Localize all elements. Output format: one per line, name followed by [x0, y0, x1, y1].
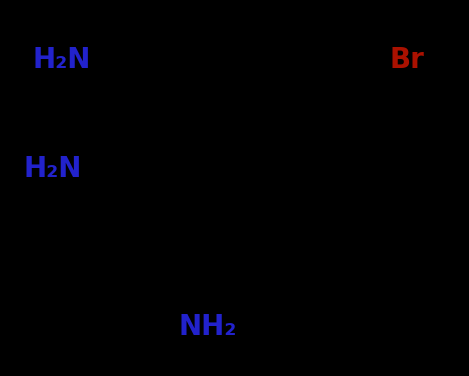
Text: NH₂: NH₂	[178, 313, 236, 341]
Text: H₂N: H₂N	[23, 155, 82, 183]
Text: H₂N: H₂N	[33, 46, 91, 74]
Text: Br: Br	[389, 46, 424, 74]
